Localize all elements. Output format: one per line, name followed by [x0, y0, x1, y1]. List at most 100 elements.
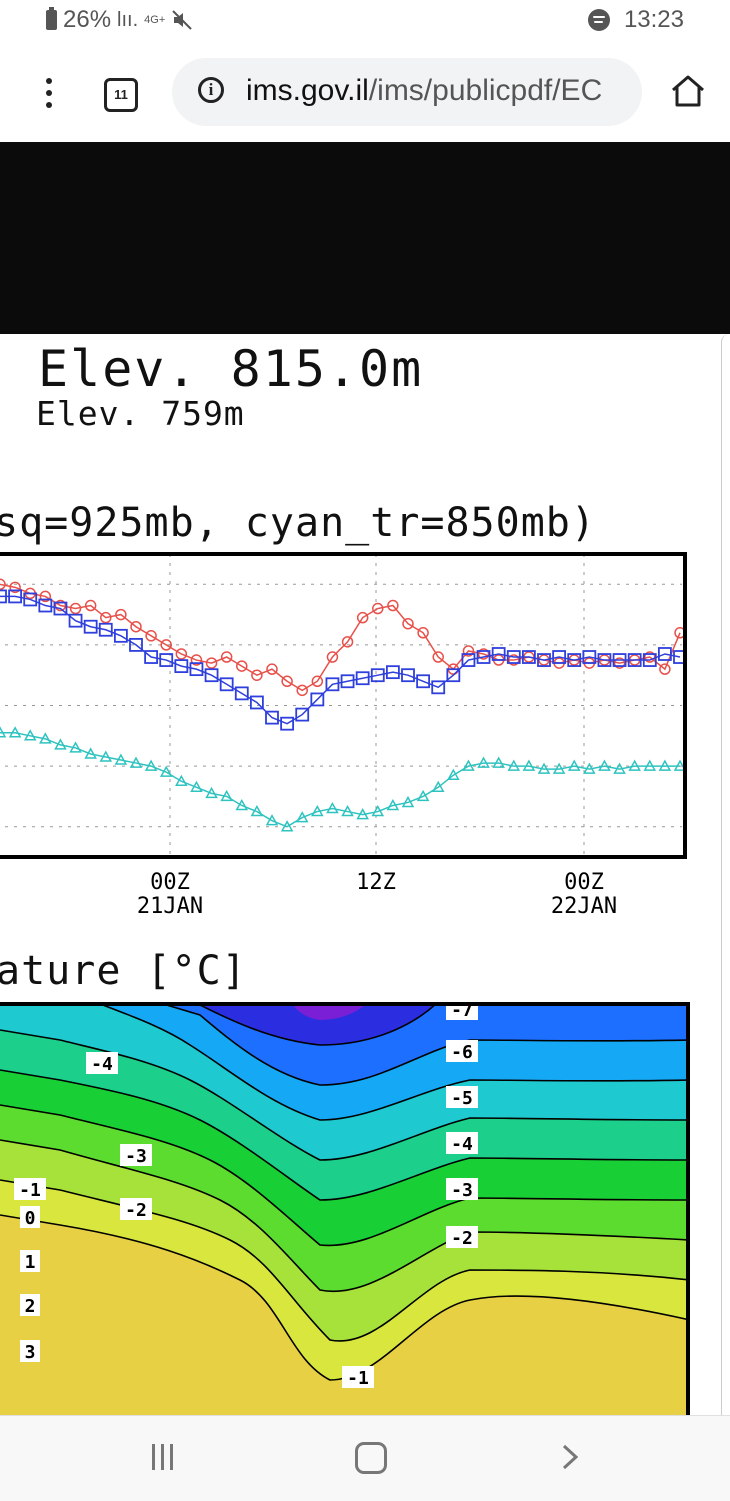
contour-label-8: 1 — [25, 1252, 36, 1273]
series-0-point — [311, 675, 324, 688]
series-2-point — [54, 738, 67, 750]
series-0-point — [568, 654, 580, 666]
contour-label-2: -5 — [451, 1088, 473, 1109]
chart-series — [0, 578, 687, 832]
temperature-title: ature [°C] — [0, 948, 247, 994]
clock: 13:23 — [623, 6, 684, 33]
series-2-point — [613, 762, 626, 774]
series-2-point — [658, 759, 672, 771]
contour-label-4: -3 — [451, 1180, 473, 1201]
series-1-point — [113, 628, 128, 643]
signal-icon: lıı. — [117, 8, 139, 31]
series-1-point — [491, 647, 506, 661]
series-0-point — [251, 669, 263, 681]
series-2-point — [628, 759, 641, 771]
home-button[interactable] — [355, 1442, 387, 1474]
elevation-main: Elev. 815.0m — [38, 340, 424, 398]
series-2-point — [220, 789, 233, 802]
contour-label-bg-4 — [446, 1178, 478, 1200]
series-2-point — [129, 756, 143, 768]
contour-label-bg-9 — [20, 1294, 40, 1316]
series-1-point — [597, 653, 612, 667]
series-2-point — [8, 726, 22, 738]
series-1-point — [159, 653, 174, 667]
contour-label-1: -6 — [451, 1042, 473, 1063]
series-0-point — [432, 651, 444, 663]
series-2-point — [507, 759, 521, 771]
series-2-point — [522, 759, 536, 771]
contour-label-bg-3 — [446, 1132, 478, 1154]
series-1-point — [68, 613, 83, 628]
contour-label-bg-14 — [14, 1178, 46, 1200]
series-1-point — [83, 619, 98, 634]
series-1-point — [53, 601, 68, 616]
series-2-point — [0, 726, 7, 738]
contour-label-0: -7 — [451, 1000, 473, 1021]
contour-label-9: 2 — [25, 1296, 36, 1317]
series-2-point — [477, 756, 490, 768]
series-0-point — [644, 651, 656, 663]
series-1-point — [8, 589, 23, 604]
series-1-point — [0, 589, 7, 604]
x-tick-label-0: 00Z — [150, 870, 190, 895]
series-1-point — [461, 653, 476, 667]
series-0-point — [69, 602, 82, 615]
chart-grid — [0, 554, 682, 857]
series-1-point — [249, 695, 264, 710]
series-1-point — [627, 653, 642, 667]
series-1-point — [537, 653, 551, 667]
series-2-point — [175, 774, 188, 786]
info-icon[interactable]: i — [198, 77, 224, 103]
x-tick-sub-2: 22JAN — [551, 894, 617, 919]
series-1-point — [310, 692, 325, 707]
home-icon[interactable] — [670, 74, 706, 108]
contour-label-5: -2 — [451, 1228, 473, 1249]
series-0-point — [145, 630, 157, 642]
series-0-point — [372, 602, 384, 615]
series-1-point — [552, 650, 567, 664]
series-1-point — [642, 653, 657, 667]
system-nav-bar — [0, 1415, 730, 1501]
address-bar[interactable]: i ims.gov.il/ims/publicpdf/EC — [172, 58, 642, 126]
series-1-point — [295, 707, 310, 722]
series-1-point — [370, 668, 385, 683]
series-0-point — [356, 611, 369, 624]
series-1-point — [612, 653, 627, 667]
contour-label-bg-2 — [446, 1086, 478, 1108]
scroll-track[interactable] — [721, 334, 730, 1415]
series-0-point — [84, 599, 97, 612]
series-line-0 — [0, 583, 681, 692]
series-line-2 — [0, 732, 680, 828]
recent-apps-button[interactable] — [152, 1444, 173, 1470]
hm-contours — [0, 1004, 688, 1381]
series-1-point — [506, 650, 521, 664]
series-2-point — [295, 811, 309, 823]
pdf-document[interactable]: Elev. 815.0m Elev. 759m sq=925mb, cyan_t… — [0, 334, 730, 1415]
series-0-point — [39, 590, 52, 603]
tab-switcher-button[interactable]: 11 — [104, 78, 138, 112]
series-0-point — [326, 651, 339, 663]
series-1-point — [582, 650, 597, 664]
chart-frame — [0, 552, 687, 859]
network-type: 4G+ — [144, 14, 166, 26]
url-text[interactable]: ims.gov.il/ims/publicpdf/EC — [246, 74, 628, 108]
elevation-sub: Elev. 759m — [36, 394, 245, 433]
contour-label-13: -2 — [125, 1200, 147, 1221]
series-0-point — [190, 654, 203, 666]
series-0-point — [538, 654, 550, 666]
series-1-point — [38, 598, 53, 613]
series-2-point — [447, 768, 460, 780]
series-1-point — [340, 674, 355, 689]
series-2-point — [99, 750, 113, 762]
menu-icon[interactable] — [46, 78, 52, 114]
series-0-point — [236, 660, 248, 672]
series-0-point — [417, 627, 429, 639]
spotify-icon — [587, 9, 610, 31]
back-button[interactable] — [560, 1444, 580, 1470]
series-0-point — [341, 636, 354, 648]
series-0-point — [0, 578, 6, 591]
series-1-point — [325, 677, 340, 692]
series-1-point — [446, 668, 461, 683]
series-2-point — [371, 805, 385, 817]
